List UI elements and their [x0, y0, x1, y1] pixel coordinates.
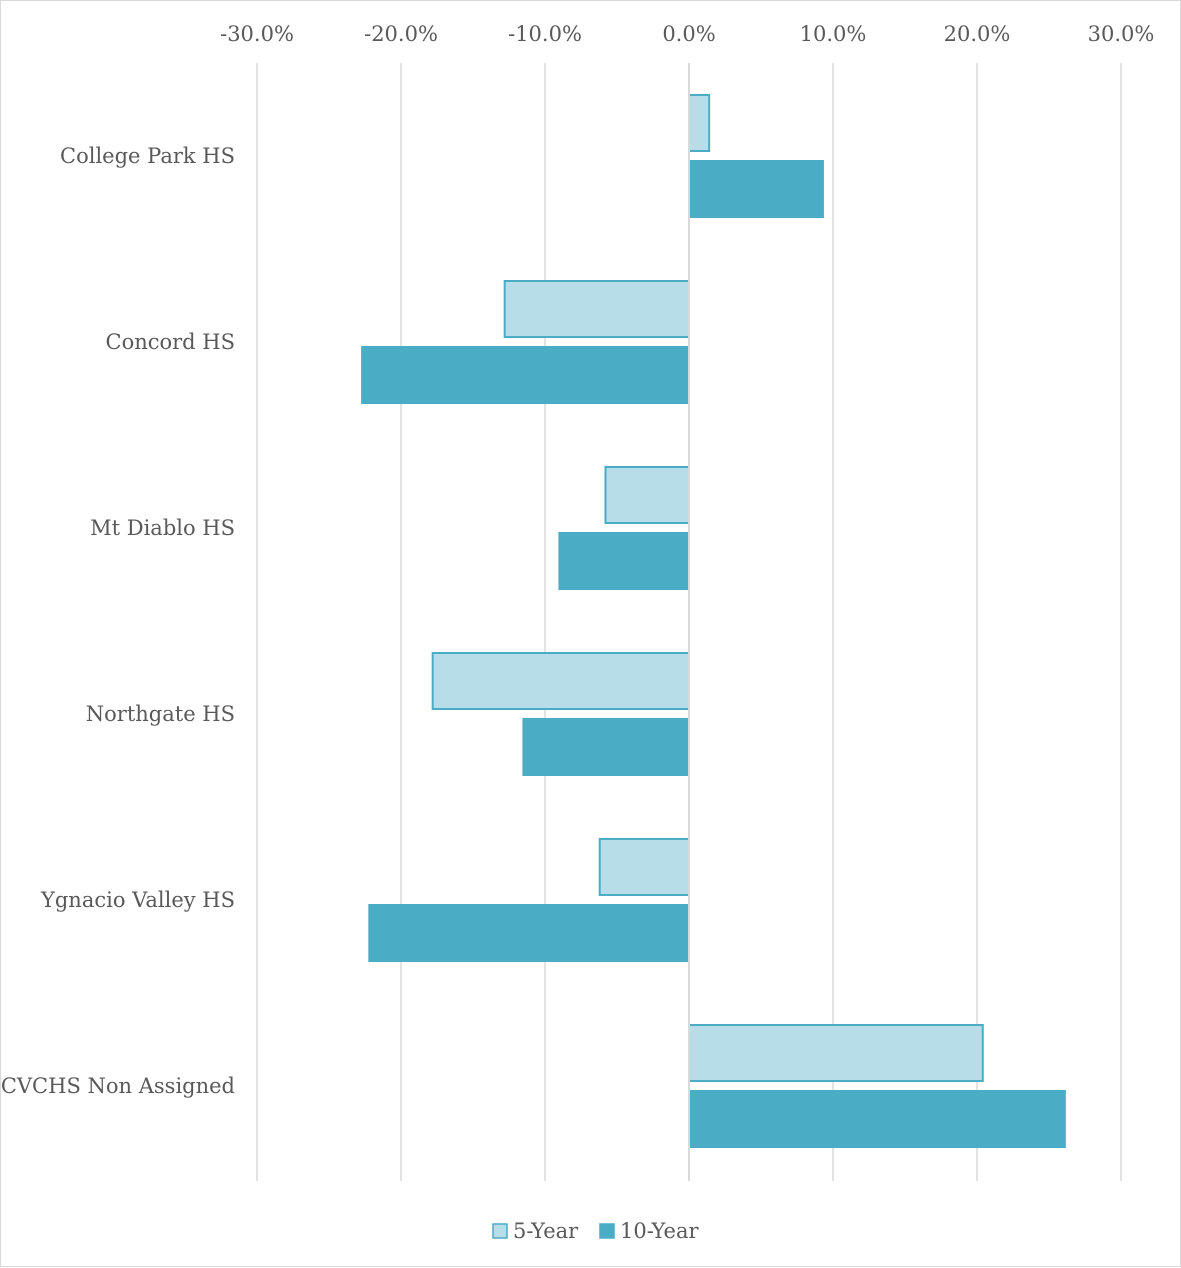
x-tick-label: -30.0%: [220, 22, 294, 46]
bars: [361, 94, 1066, 1148]
legend-label: 10-Year: [620, 1219, 699, 1243]
category-labels: College Park HS Concord HS Mt Diablo HS Nor…: [1, 144, 235, 1098]
category-label: Ygnacio Valley HS: [40, 888, 235, 912]
bar-ten-year: [688, 1090, 1066, 1148]
bar-ten-year: [558, 532, 691, 590]
x-tick-label: 30.0%: [1088, 22, 1155, 46]
x-tick-label: 0.0%: [662, 22, 715, 46]
category-label: College Park HS: [60, 144, 235, 168]
bar-five-year: [688, 94, 711, 152]
bar-ten-year: [522, 718, 691, 776]
x-tick-label: 20.0%: [944, 22, 1011, 46]
category-label: CVCHS Non Assigned: [1, 1074, 235, 1098]
legend: 5-Year 10-Year: [492, 1219, 699, 1243]
x-tick-label: -10.0%: [508, 22, 582, 46]
bar-five-year: [604, 466, 690, 524]
x-axis-ticks: -30.0% -20.0% -10.0% 0.0% 10.0% 20.0% 30.0%: [220, 22, 1154, 46]
bar-five-year: [688, 1024, 984, 1082]
category-label: Northgate HS: [86, 702, 235, 726]
bar-ten-year: [368, 904, 690, 962]
bar-five-year: [431, 652, 690, 710]
category-label: Concord HS: [106, 330, 236, 354]
legend-swatch: [599, 1223, 615, 1239]
gridlines: [256, 63, 1122, 1181]
x-tick-label: -20.0%: [364, 22, 438, 46]
bar-five-year: [598, 838, 690, 896]
legend-swatch: [492, 1223, 508, 1239]
x-tick-label: 10.0%: [800, 22, 867, 46]
category-label: Mt Diablo HS: [90, 516, 235, 540]
legend-label: 5-Year: [513, 1219, 579, 1243]
bar-ten-year: [361, 346, 690, 404]
bar-ten-year: [688, 160, 824, 218]
bar-five-year: [503, 280, 690, 338]
